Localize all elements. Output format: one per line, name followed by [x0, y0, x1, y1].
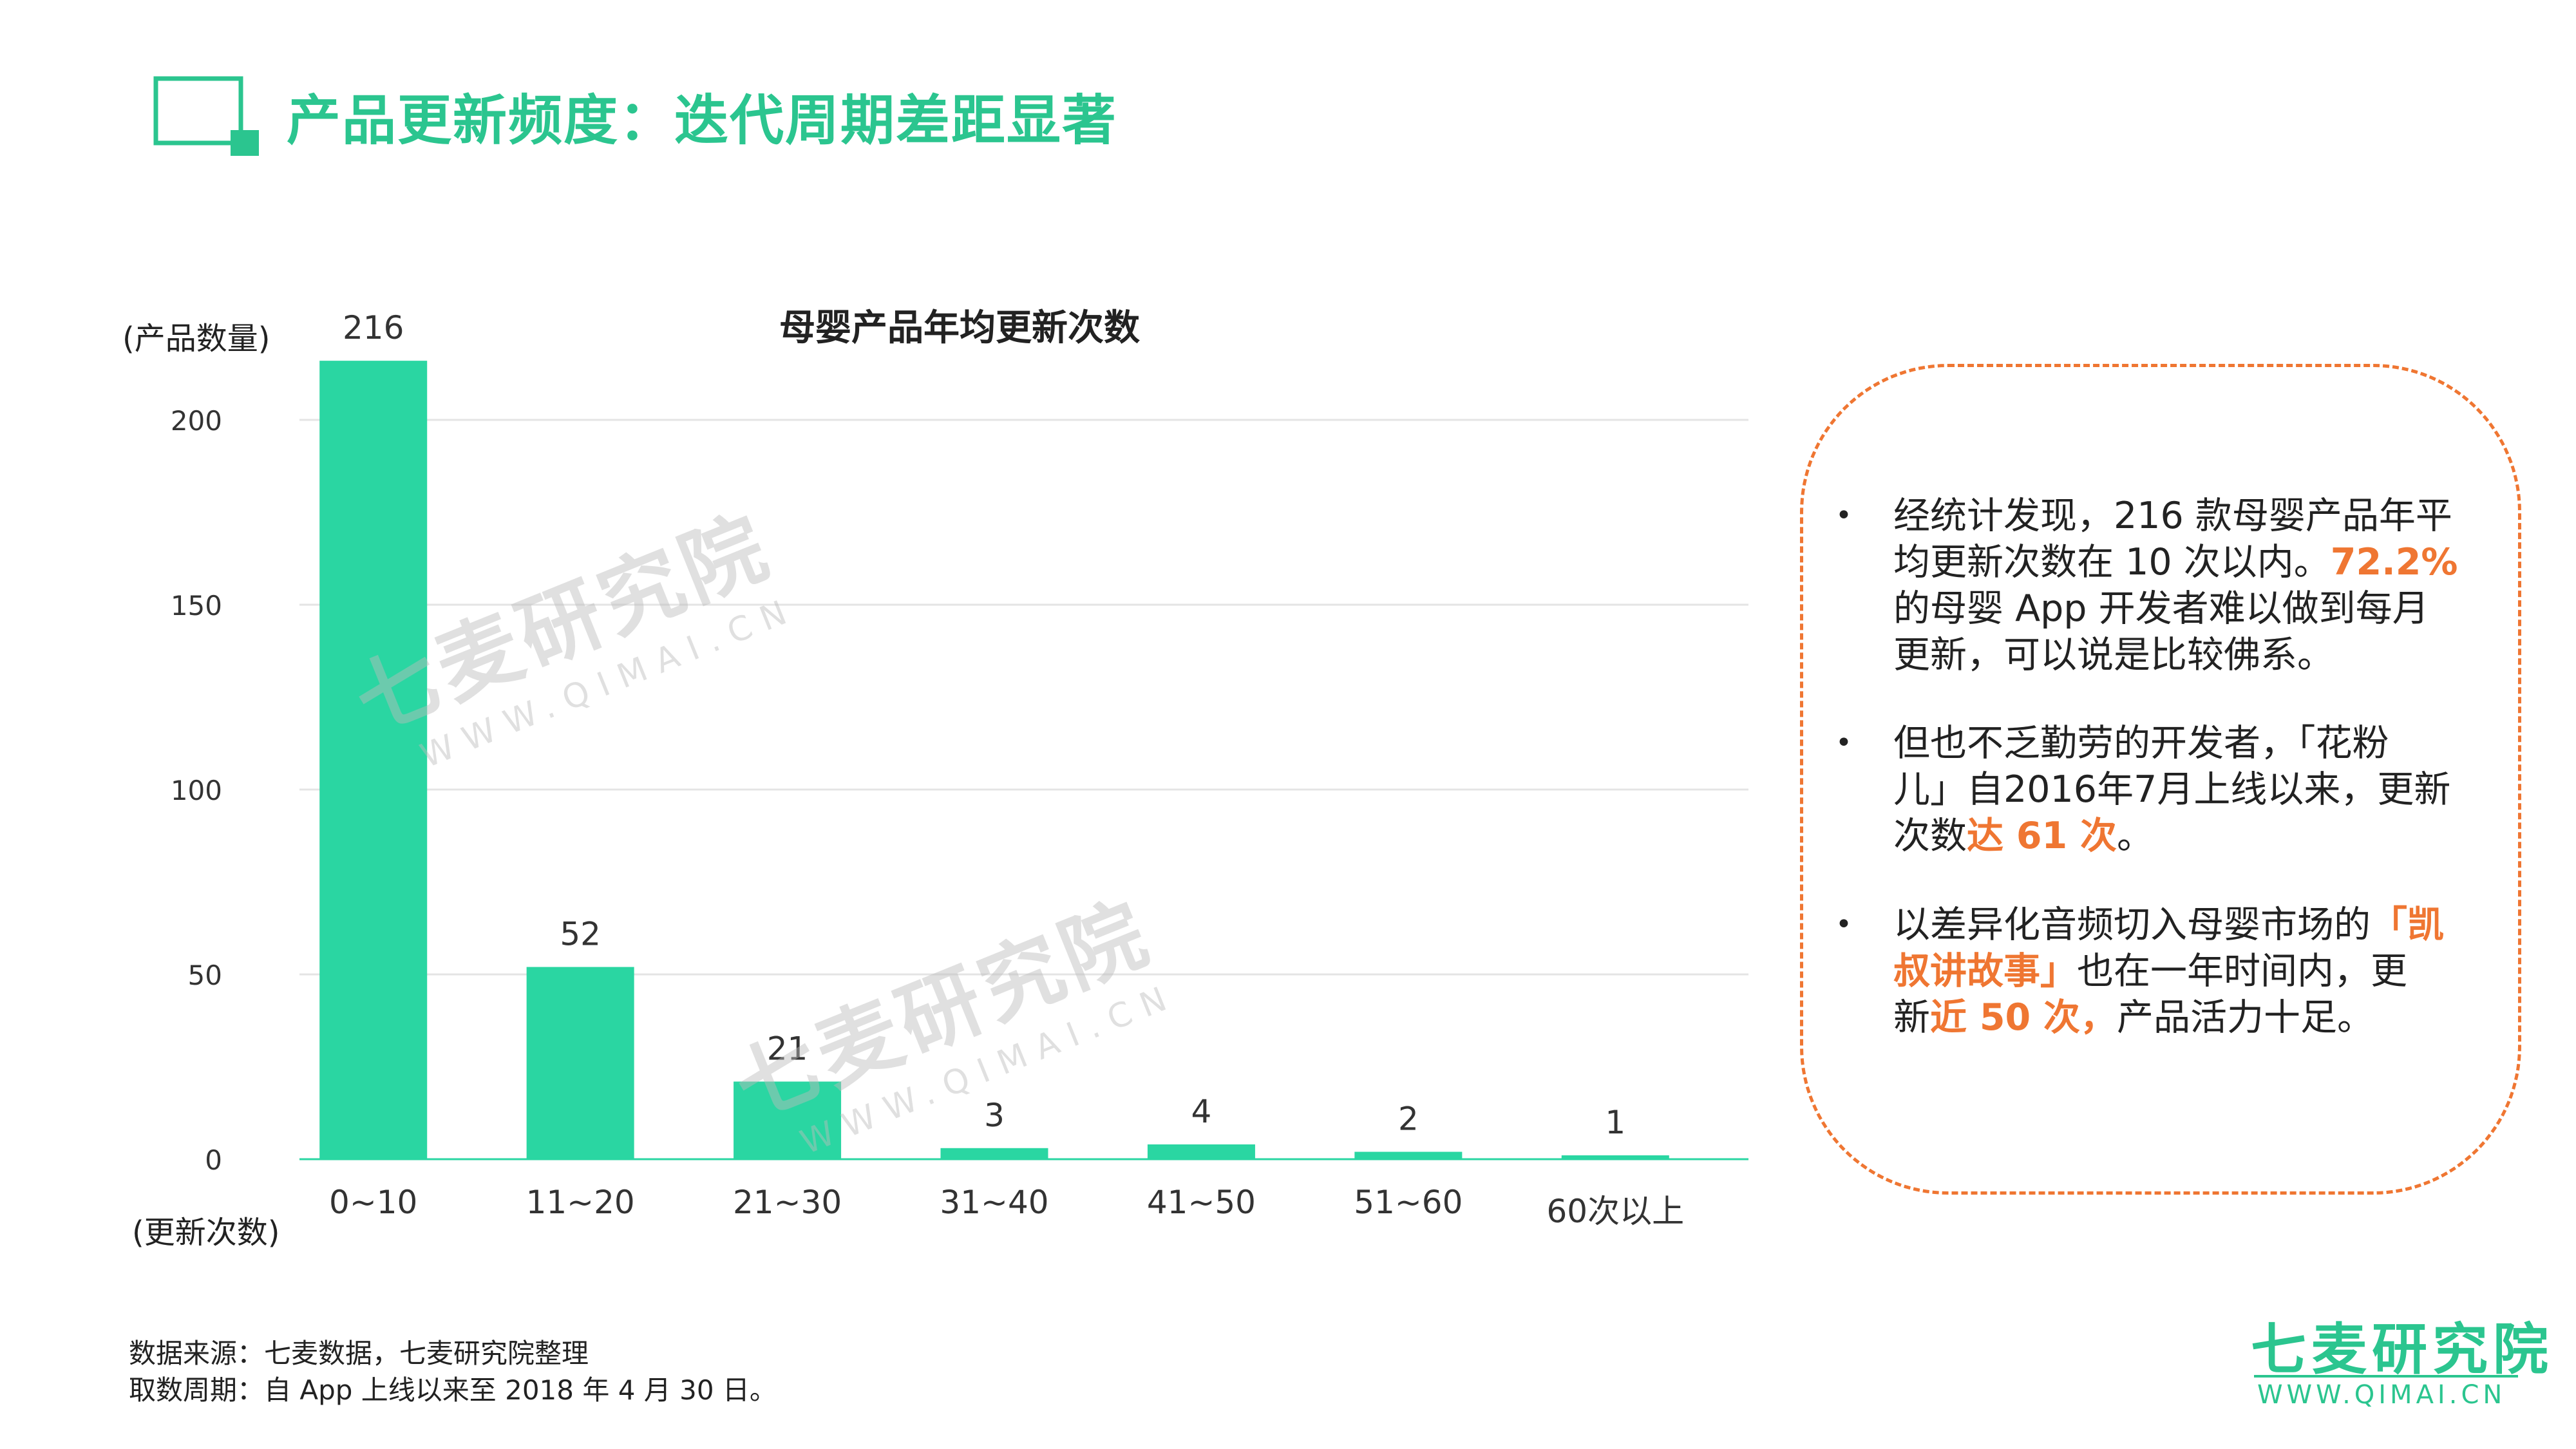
- bar: [734, 1081, 842, 1159]
- bar: [1147, 1144, 1255, 1159]
- bullet-dot: •: [1835, 908, 1852, 941]
- y-tick-label: 50: [188, 960, 222, 991]
- bullet-dot: •: [1835, 726, 1852, 759]
- highlight-app-name-end: 叔讲故事」: [1893, 950, 2077, 992]
- bar: [526, 967, 634, 1159]
- x-tick-label: 11~20: [526, 1184, 635, 1221]
- bar-value-label: 2: [1398, 1101, 1419, 1138]
- data-period-note: 取数周期：自 App 上线以来至 2018 年 4 月 30 日。: [129, 1374, 777, 1406]
- bar: [940, 1148, 1048, 1159]
- x-tick-label: 0~10: [329, 1184, 417, 1221]
- bullet-2-line-3: 次数达 61 次。: [1893, 815, 2154, 857]
- y-tick-label: 100: [171, 775, 222, 806]
- x-tick-label: 21~30: [733, 1184, 842, 1221]
- bullet-1-line-2: 均更新次数在 10 次以内。72.2%: [1893, 541, 2458, 583]
- brand-logo-text: 七麦研究院: [2251, 1318, 2553, 1382]
- brand-divider: [2254, 1375, 2518, 1378]
- bullet-3-line-1: 以差异化音频切入母婴市场的「凯: [1893, 904, 2444, 946]
- bullet-1-line-3: 的母婴 App 开发者难以做到每月: [1893, 587, 2429, 630]
- data-source-note: 数据来源：七麦数据，七麦研究院整理: [129, 1338, 589, 1369]
- page-title: 产品更新频度：迭代周期差距显著: [287, 89, 1118, 152]
- bullet-1-line-4: 更新，可以说是比较佛系。: [1893, 634, 2334, 676]
- y-tick-label: 150: [171, 590, 222, 621]
- highlight-percent: 72.2%: [2330, 541, 2458, 583]
- bar-value-label: 216: [343, 309, 404, 346]
- x-axis-label: (更新次数): [132, 1215, 279, 1251]
- header-frame-icon: [153, 76, 259, 156]
- highlight-app-name-start: 「凯: [2371, 904, 2444, 946]
- chart-title: 母婴产品年均更新次数: [779, 307, 1140, 349]
- x-tick-label: 51~60: [1354, 1184, 1463, 1221]
- bullet-1-line-1: 经统计发现，216 款母婴产品年平: [1893, 495, 2452, 537]
- bar-value-label: 1: [1605, 1104, 1625, 1141]
- bar-value-label: 4: [1191, 1093, 1212, 1130]
- highlight-update-count: 达 61 次: [1967, 815, 2117, 857]
- x-tick-label: 31~40: [940, 1184, 1048, 1221]
- insight-callout-box: [1800, 364, 2521, 1195]
- bullet-3-line-3: 新近 50 次，产品活力十足。: [1893, 996, 2374, 1039]
- brand-url: WWW.QIMAI.CN: [2257, 1380, 2506, 1410]
- bullet-3-line-2: 叔讲故事」也在一年时间内，更: [1893, 950, 2407, 992]
- bar-value-label: 21: [767, 1030, 808, 1067]
- y-axis-label: (产品数量): [122, 321, 270, 357]
- bullet-2-line-2: 儿」自2016年7月上线以来，更新: [1893, 768, 2451, 811]
- highlight-update-count: 近 50 次，: [1930, 996, 2117, 1039]
- y-tick-label: 200: [171, 405, 222, 437]
- x-tick-label: 60次以上: [1546, 1193, 1684, 1230]
- y-tick-label: 0: [205, 1144, 222, 1176]
- bar: [1354, 1151, 1463, 1159]
- bullet-2-line-1: 但也不乏勤劳的开发者，「花粉: [1893, 722, 2389, 764]
- bar: [1561, 1155, 1669, 1159]
- x-tick-label: 41~50: [1147, 1184, 1256, 1221]
- bar-value-label: 3: [984, 1097, 1005, 1134]
- bullet-dot: •: [1835, 499, 1852, 532]
- bar-value-label: 52: [560, 916, 601, 953]
- bar: [319, 361, 428, 1160]
